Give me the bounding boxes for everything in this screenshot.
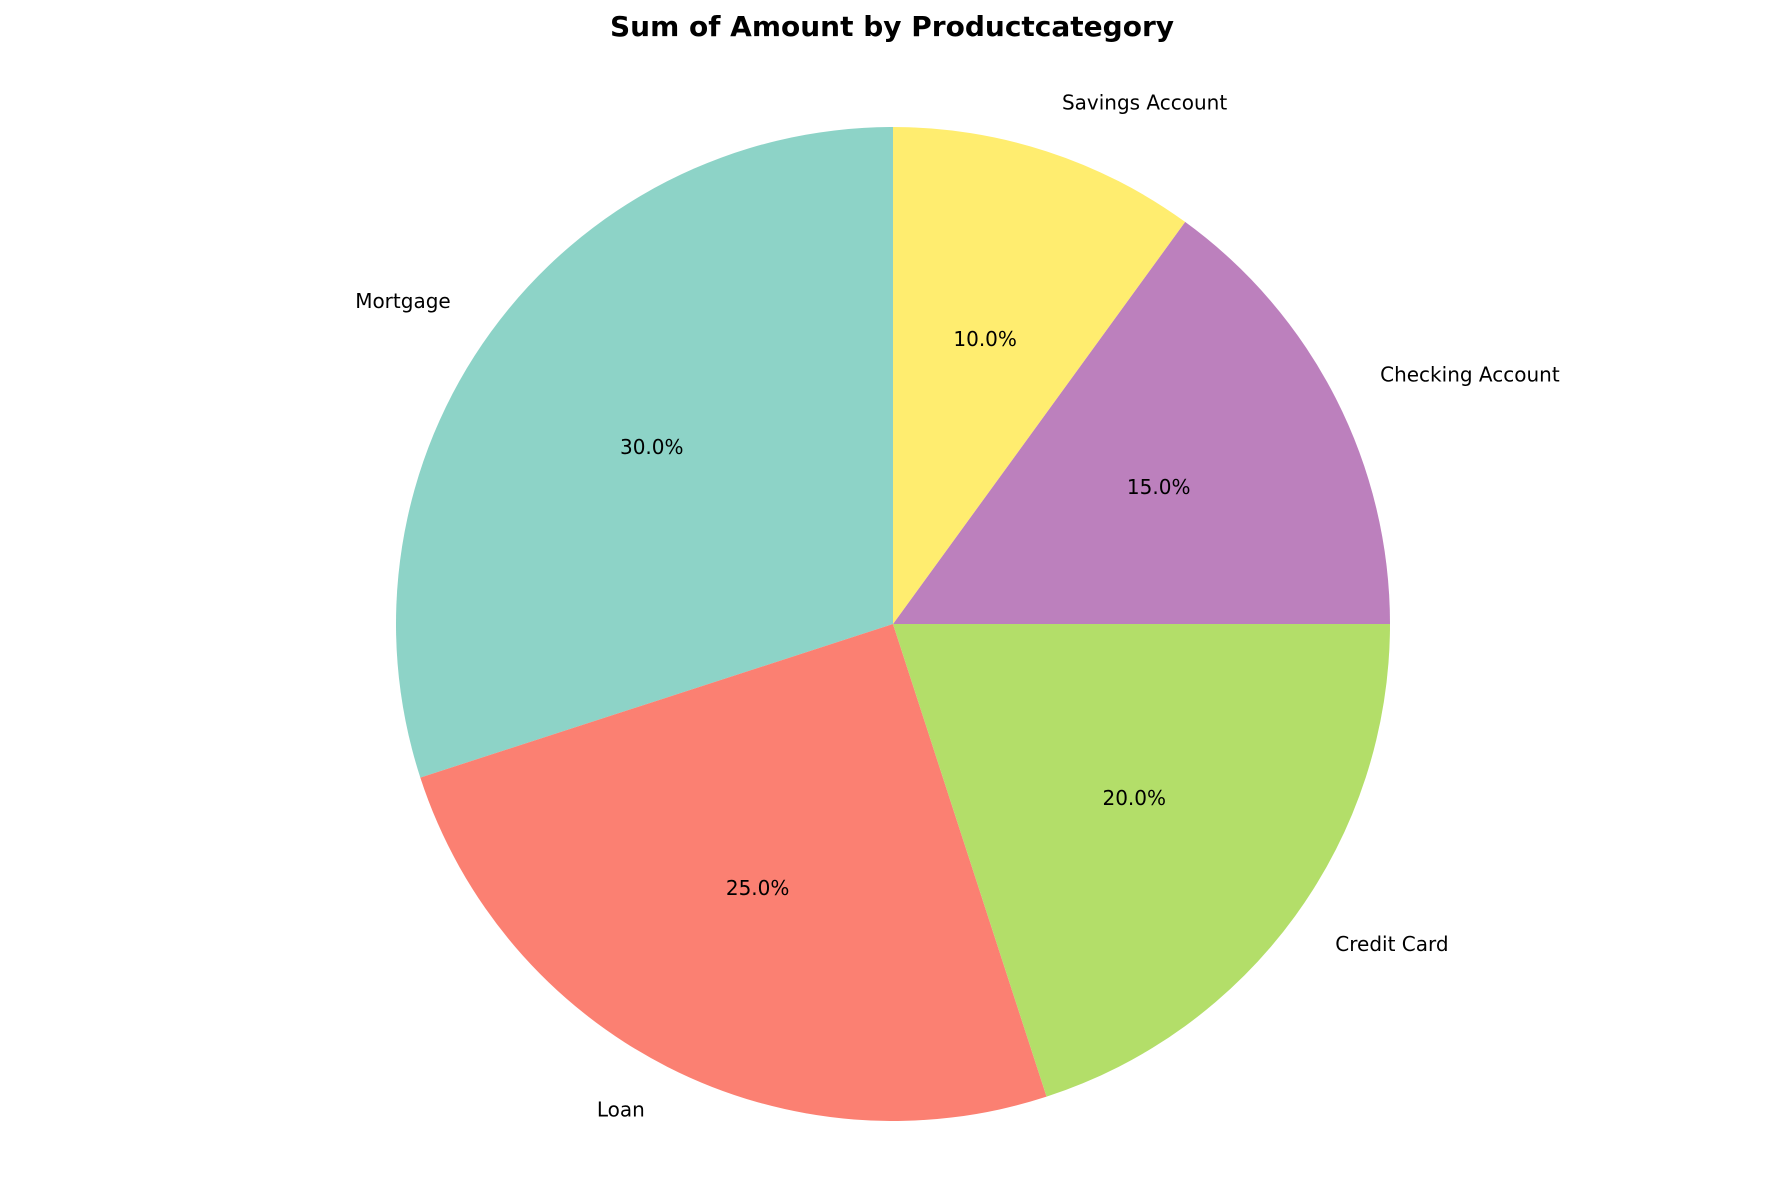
slice-percent-loan: 25.0%: [726, 876, 790, 900]
slice-label-credit-card: Credit Card: [1335, 932, 1448, 956]
pie-labels: Mortgage 30.0% Loan 25.0% Credit Card 20.0% Ch…: [355, 91, 1560, 1122]
slice-percent-savings-account: 10.0%: [953, 327, 1017, 351]
pie-slice-savings-account: [893, 127, 1186, 624]
pie-slice-checking-account: [893, 221, 1390, 624]
slice-label-loan: Loan: [597, 1098, 645, 1122]
chart-title: Sum of Amount by Productcategory: [610, 10, 1174, 43]
slice-percent-credit-card: 20.0%: [1102, 786, 1166, 810]
pie-slices: [396, 127, 1390, 1121]
slice-percent-checking-account: 15.0%: [1127, 475, 1191, 499]
slice-label-checking-account: Checking Account: [1380, 362, 1560, 386]
slice-label-savings-account: Savings Account: [1062, 91, 1227, 115]
slice-label-mortgage: Mortgage: [355, 289, 451, 313]
slice-percent-mortgage: 30.0%: [620, 435, 684, 459]
pie-slice-loan: [420, 624, 1047, 1121]
pie-slice-credit-card: [893, 624, 1390, 1097]
pie-slice-mortgage: [396, 127, 893, 778]
